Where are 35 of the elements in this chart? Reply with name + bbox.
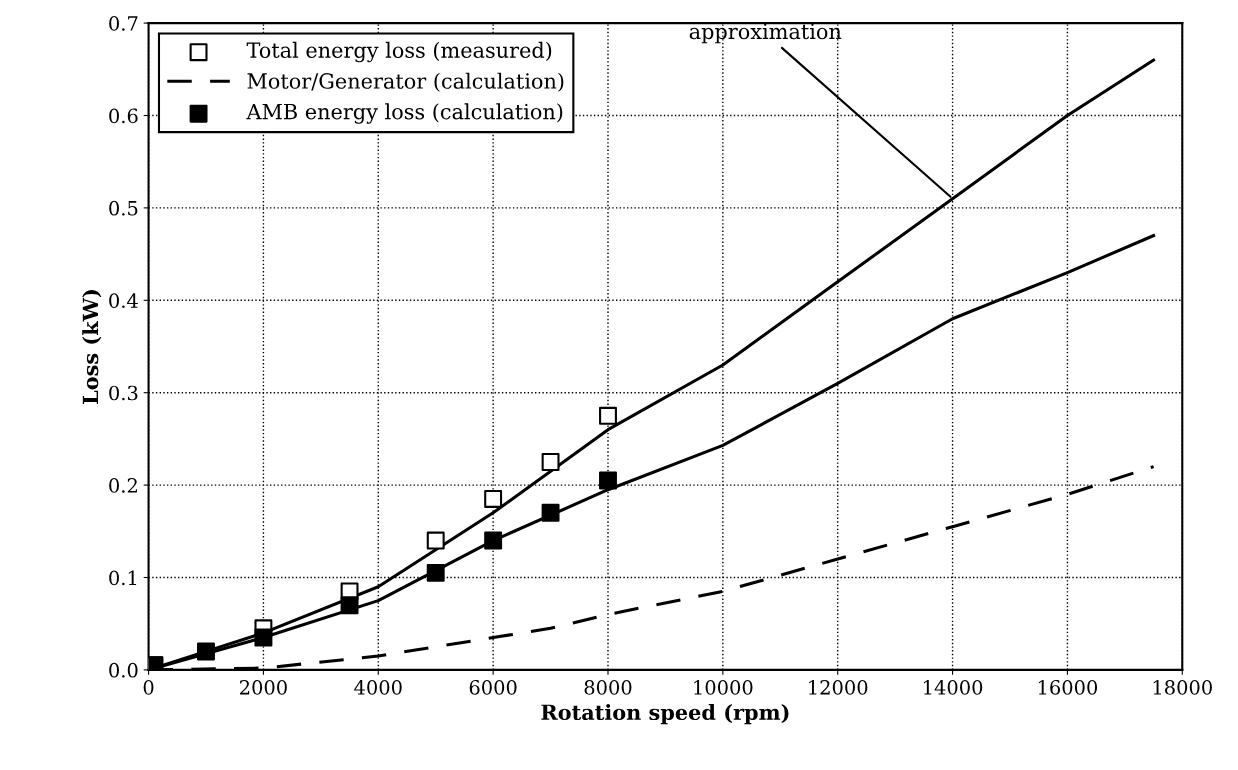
x-tick-label: 2000 [239,679,287,695]
y-tick-label: 0.0 [109,662,138,678]
y-tick-label: 0.7 [109,16,138,31]
y-tick-label: 0.4 [109,293,138,308]
point [541,453,560,471]
x-tick-label: 12000 [809,679,868,695]
y-tick-label: 0.6 [109,108,138,124]
y-tick-label: 0.3 [109,385,138,401]
x-tick-label: 8000 [584,679,632,695]
x-axis-title: Rotation speed (rpm) [541,704,789,725]
point [197,642,215,661]
x-tick-label: 0 [143,679,154,695]
point [484,531,503,550]
legend-label: Motor/Generator (calculation) [247,72,564,92]
legend-label: AMB energy loss (calculation) [246,103,563,124]
legend-label: Total energy loss (measured) [246,41,552,63]
y-tick-label: 0.5 [109,200,138,216]
point [254,628,273,647]
y-axis-title: Loss (kW) [82,290,102,404]
point [426,531,445,550]
point [599,406,617,425]
point [426,563,445,582]
x-tick-label: 6000 [469,679,517,695]
y-tick-label: 0.2 [109,478,137,493]
point [541,503,560,522]
point [340,596,359,615]
annotation: approximation [689,23,842,44]
x-tick-label: 14000 [924,679,983,695]
x-tick-label: 16000 [1038,679,1098,695]
x-tick-label: 18000 [1153,679,1212,695]
point [484,490,503,508]
x-tick-label: 4000 [354,679,402,695]
point [599,471,617,490]
y-tick-label: 0.1 [109,570,137,586]
x-tick-label: 10000 [694,679,753,695]
